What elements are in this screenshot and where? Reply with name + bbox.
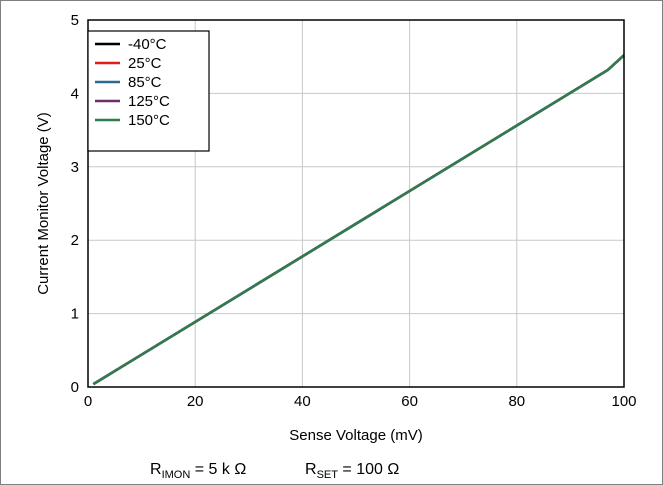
- x-tick-label-4: 80: [508, 393, 525, 410]
- footnote-r-imon-main: R: [150, 461, 162, 478]
- x-tick-label-2: 40: [294, 393, 311, 410]
- y-axis-title: Current Monitor Voltage (V): [35, 112, 52, 295]
- x-tick-label-1: 20: [187, 393, 204, 410]
- y-tick-label-5: 5: [71, 12, 79, 29]
- legend-label-4: 150°C: [128, 112, 170, 129]
- legend-label-0: -40°C: [128, 36, 167, 53]
- footnote-r-set-subscript: SET: [317, 469, 339, 481]
- y-tick-label-0: 0: [71, 379, 79, 396]
- y-tick-label-2: 2: [71, 232, 79, 249]
- y-tick-labels: 0 1 2 3 4 5: [71, 12, 79, 396]
- legend-label-3: 125°C: [128, 93, 170, 110]
- y-tick-label-4: 4: [71, 85, 79, 102]
- footnote-r-set-main: R: [305, 461, 317, 478]
- y-tick-label-3: 3: [71, 159, 79, 176]
- legend-label-2: 85°C: [128, 74, 162, 91]
- x-tick-label-0: 0: [84, 393, 92, 410]
- legend: -40°C 25°C 85°C 125°C 150°C: [87, 30, 210, 152]
- plot-border: [87, 19, 625, 388]
- x-tick-label-3: 60: [401, 393, 418, 410]
- y-tick-label-1: 1: [71, 306, 79, 323]
- x-axis-title: Sense Voltage (mV): [289, 427, 422, 444]
- footnote-r-set-value: = 100 Ω: [338, 461, 399, 478]
- legend-box: [87, 30, 210, 152]
- series-layer: [92, 54, 625, 386]
- footnote-r-imon: RIMON = 5 k Ω: [150, 461, 246, 481]
- x-tick-label-5: 100: [611, 393, 636, 410]
- footnote-r-imon-value: = 5 k Ω: [190, 461, 246, 478]
- footnotes: RIMON = 5 k Ω RSET = 100 Ω: [150, 461, 399, 481]
- x-tick-labels: 0 20 40 60 80 100: [84, 393, 637, 410]
- footnote-r-imon-subscript: IMON: [162, 469, 191, 481]
- footnote-r-set: RSET = 100 Ω: [305, 461, 399, 481]
- series-line-4: [92, 54, 625, 386]
- legend-label-1: 25°C: [128, 55, 162, 72]
